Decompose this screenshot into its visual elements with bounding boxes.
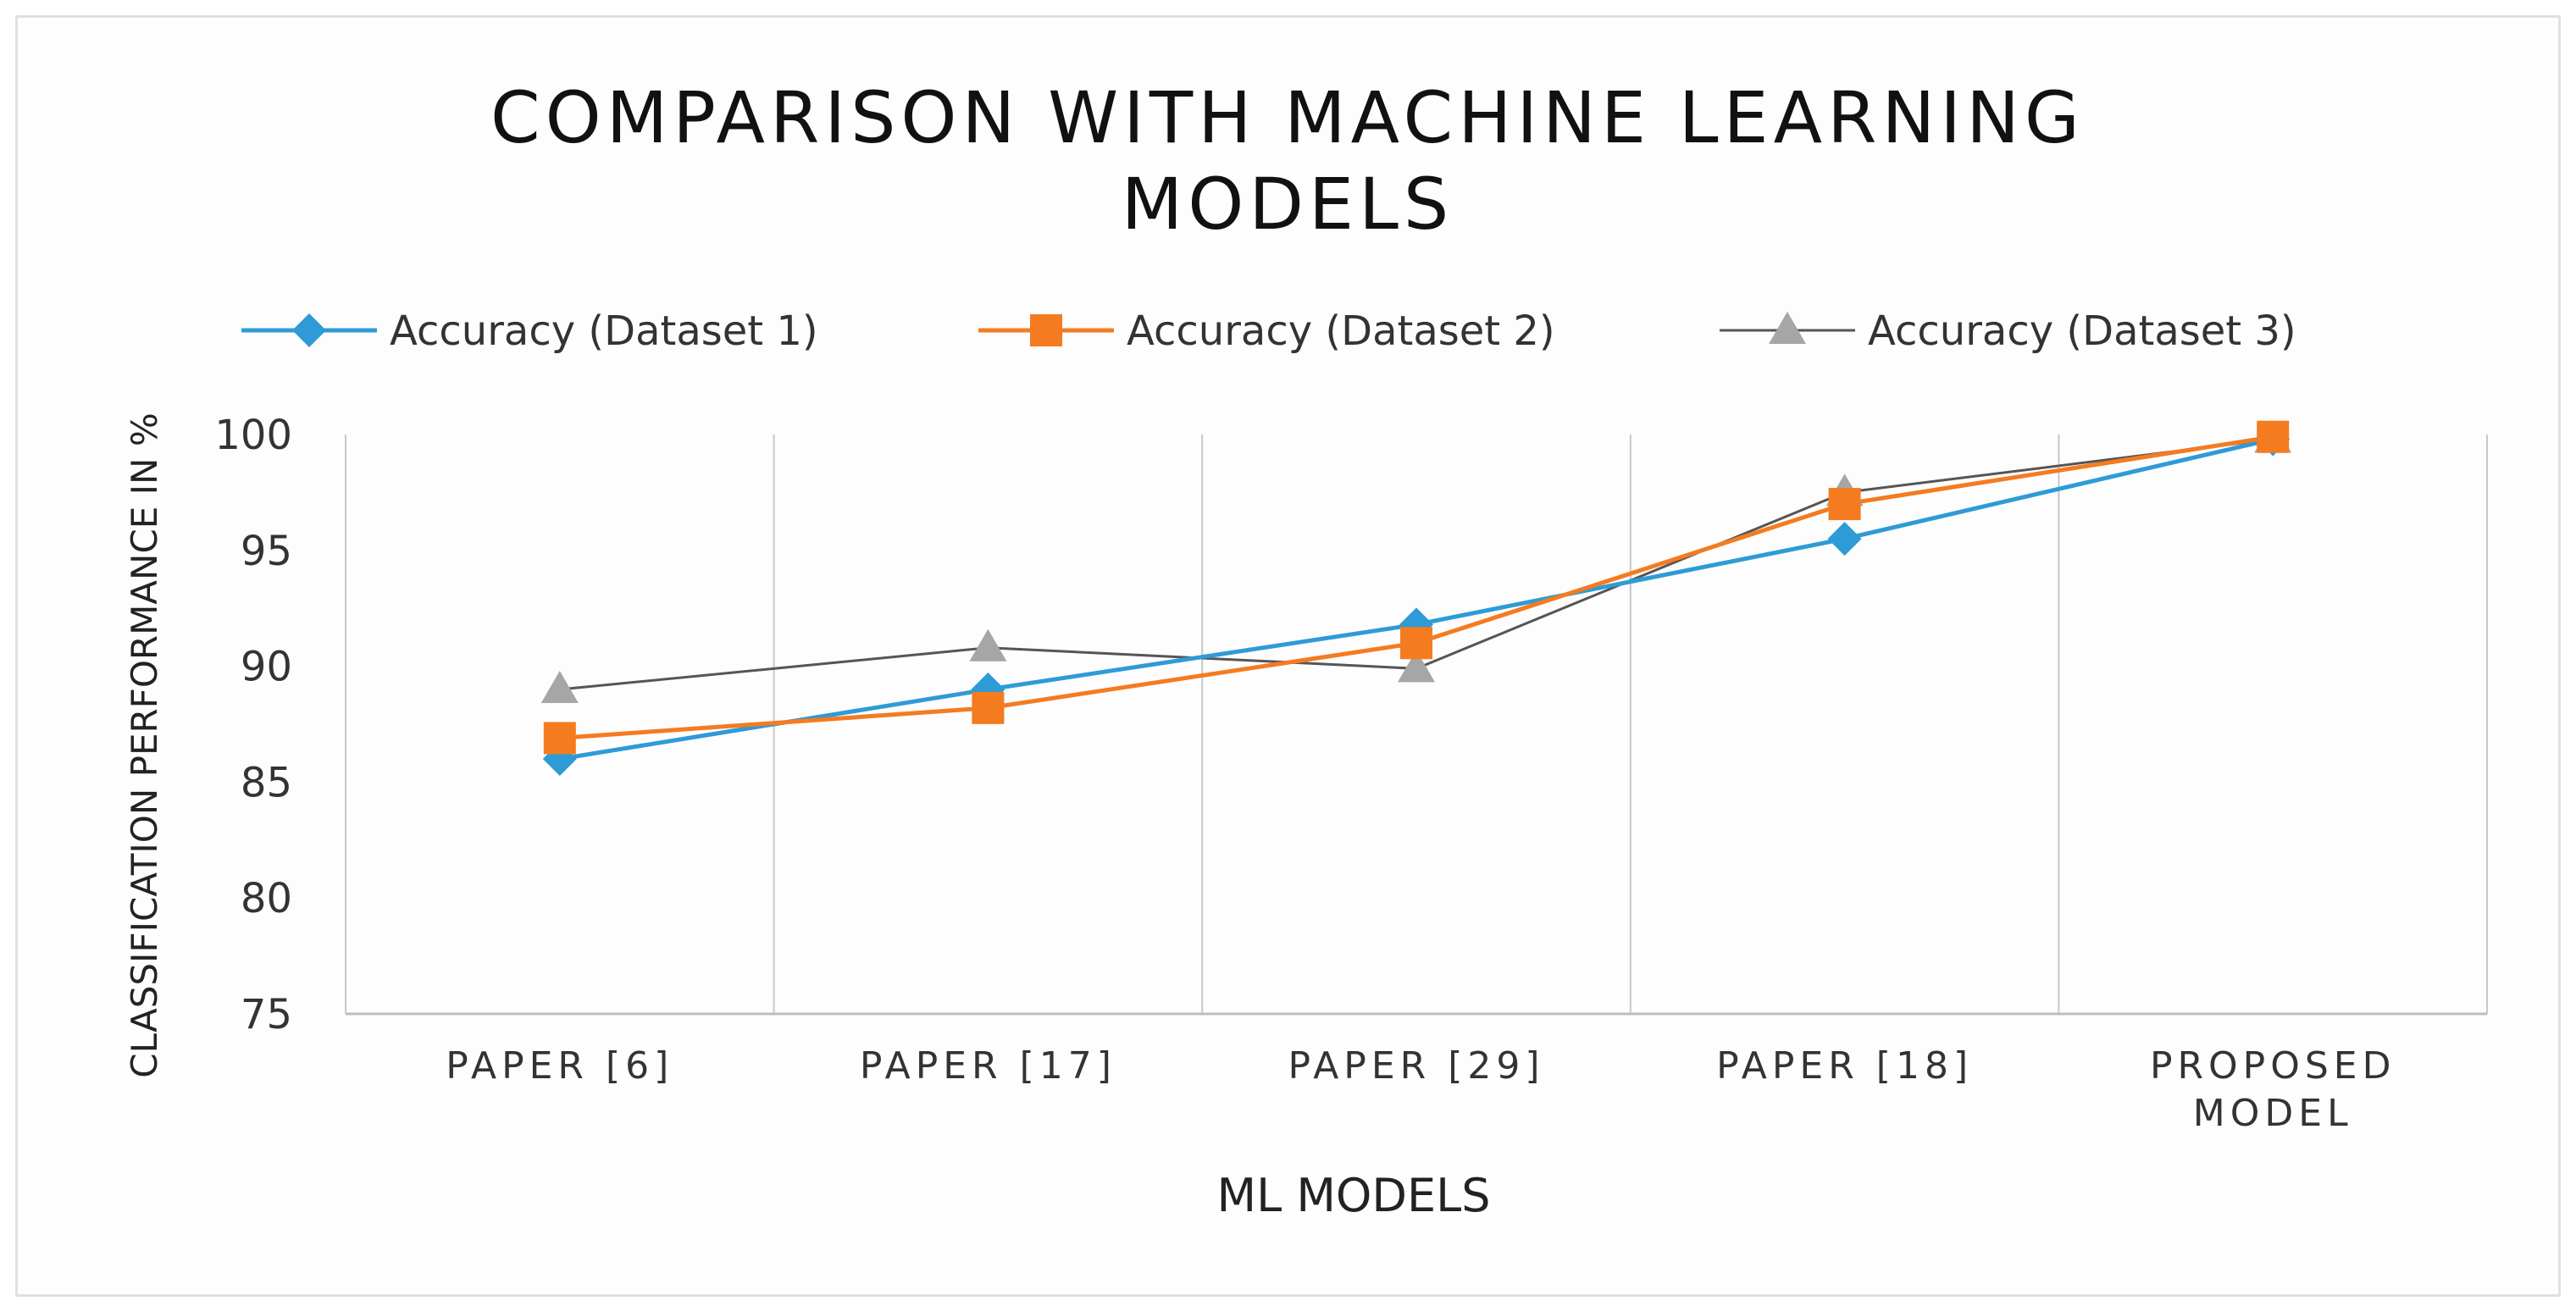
chart-title-line-2: MODELS [1122,163,1454,246]
data-point-triangle [969,628,1007,662]
data-point-diamond [292,313,326,347]
data-point-square [1030,314,1062,346]
x-tick-label: PROPOSED [2150,1044,2396,1088]
legend-item: Accuracy (Dataset 2) [978,307,1555,355]
series-2-markers [543,420,2290,755]
series-line [559,435,2274,740]
data-point-triangle [1769,312,1806,344]
y-tick-label: 100 [214,412,292,459]
gridlines [345,435,2488,1014]
chart-frame [15,15,2561,1297]
data-point-square [2257,420,2290,453]
legend-label: Accuracy (Dataset 3) [1868,307,2296,355]
chart-title: COMPARISON WITH MACHINE LEARNING MODELS [490,76,2085,246]
x-tick-label: PAPER [6] [446,1044,673,1088]
data-point-diamond [1827,522,1862,556]
series-1 [559,437,2274,761]
y-tick-label: 85 [241,759,292,806]
x-axis-ticks: PAPER [6] PAPER [17] PAPER [29] PAPER [18] P… [446,1044,2396,1135]
legend-label: Accuracy (Dataset 1) [390,307,818,355]
y-axis-ticks: 75 80 85 90 95 100 [214,412,292,1038]
y-tick-label: 90 [241,644,292,691]
x-axis-title: ML MODELS [1217,1169,1491,1222]
data-point-square [972,691,1005,724]
y-axis-title: CLASSIFICATION PERFORMANCE IN % [124,412,165,1077]
x-tick-label: PAPER [29] [1288,1044,1544,1088]
legend: Accuracy (Dataset 1) Accuracy (Dataset 2)… [241,307,2296,355]
series-3-markers [540,420,2292,703]
x-tick-label: MODEL [2193,1092,2353,1135]
x-tick-label: PAPER [17] [860,1044,1116,1088]
data-point-square [1828,488,1861,521]
series-line [559,437,2274,761]
legend-label: Accuracy (Dataset 2) [1127,307,1555,355]
series-2 [559,435,2274,740]
legend-item: Accuracy (Dataset 1) [241,307,818,355]
data-point-square [543,722,576,755]
chart-title-line-1: COMPARISON WITH MACHINE LEARNING [490,76,2085,159]
y-tick-label: 80 [241,875,292,922]
x-tick-label: PAPER [18] [1716,1044,1973,1088]
legend-item: Accuracy (Dataset 3) [1720,307,2296,355]
series-group [540,420,2292,777]
y-tick-label: 95 [241,528,292,575]
data-point-triangle [540,670,579,703]
data-point-triangle [1398,650,1435,683]
y-tick-label: 75 [241,991,292,1038]
data-point-square [1400,627,1432,660]
